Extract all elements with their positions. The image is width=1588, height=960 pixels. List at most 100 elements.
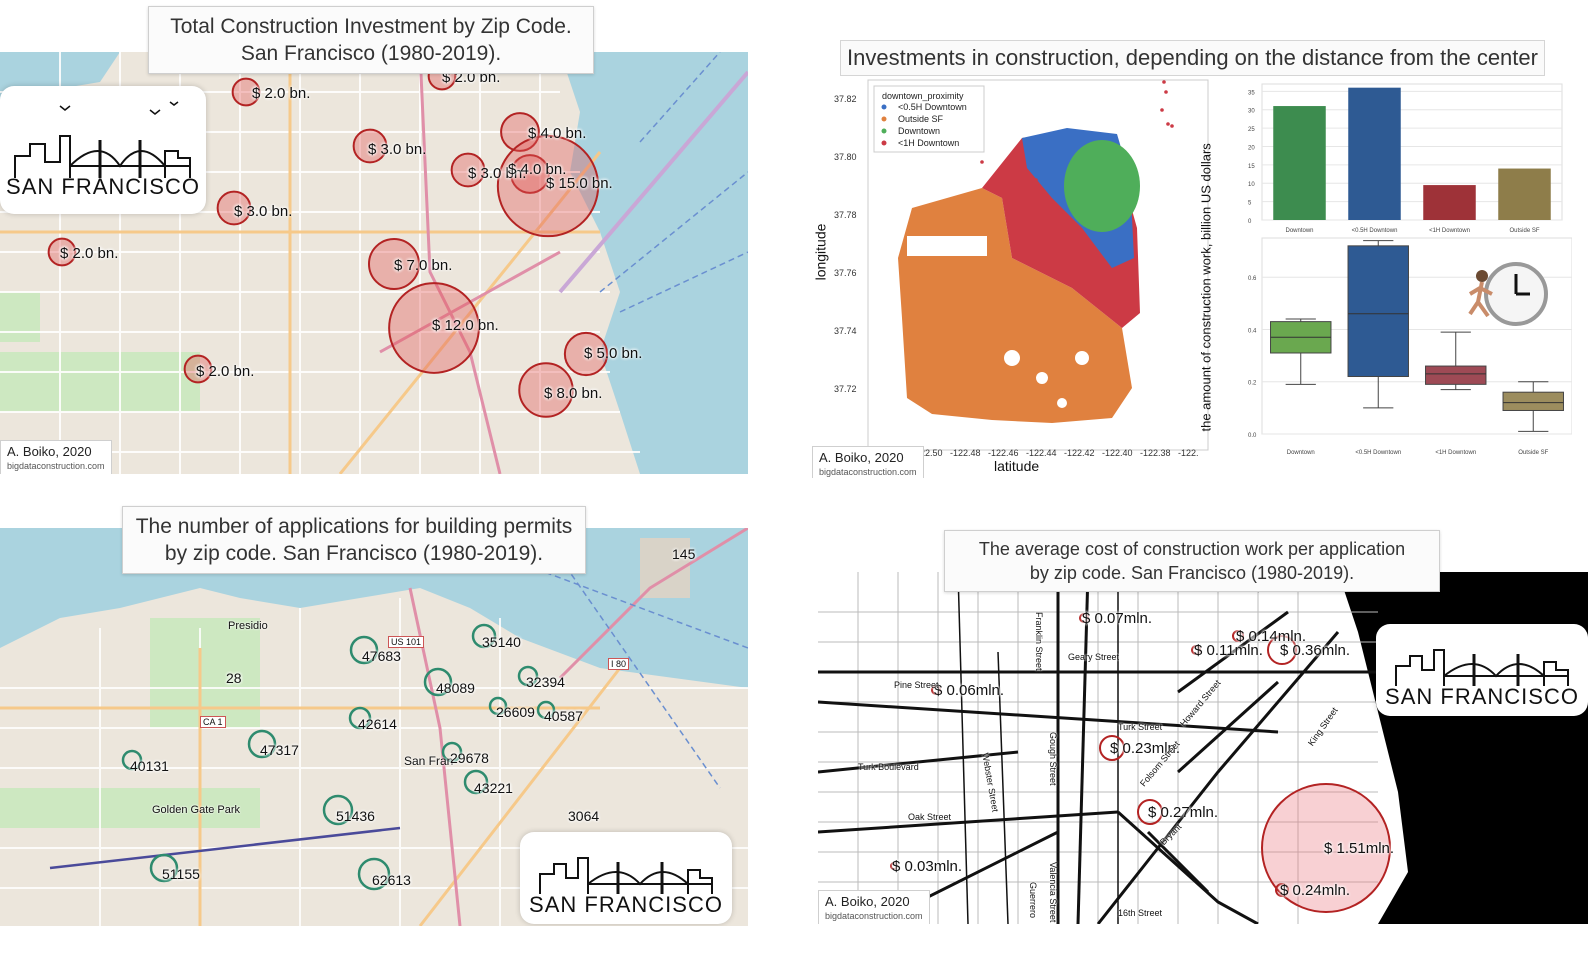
- scatter-x-tick: -122.50: [912, 448, 943, 458]
- cost-label: $ 0.06mln.: [934, 682, 1005, 699]
- author-credit-cost: A. Boiko, 2020 bigdataconstruction.com: [818, 890, 930, 924]
- permit-circles: [121, 623, 556, 891]
- cost-circle: [1099, 735, 1125, 761]
- permit-count-label: 28: [226, 670, 242, 686]
- cost-circle: [931, 685, 941, 695]
- scatter-y-tick: 37.74: [834, 326, 857, 336]
- investment-bubble: [352, 128, 388, 164]
- permits-map-title: The number of applications for building …: [122, 506, 586, 574]
- bar-y-tick: 25: [1248, 127, 1255, 133]
- bar-y-tick: 5: [1248, 201, 1252, 207]
- logo-text: SAN FRANCISCO: [6, 174, 200, 199]
- scatter-y-tick: 37.82: [834, 94, 857, 104]
- distance-charts-title: Investments in construction, depending o…: [840, 40, 1545, 76]
- scatter-legend-label: Downtown: [898, 126, 940, 136]
- investment-bubble: [450, 152, 486, 188]
- street-label: Pine Street: [894, 680, 939, 690]
- scatter-point: [1166, 122, 1170, 126]
- scatter-point: [1160, 108, 1164, 112]
- permit-count-label: 3064: [568, 808, 600, 824]
- permit-count-label: 26609: [496, 704, 535, 720]
- bar-y-tick: 35: [1248, 90, 1255, 96]
- skyline-icon: [14, 101, 191, 178]
- street-label: Franklin Street: [1034, 612, 1044, 671]
- scatter-x-tick: -122.40: [1102, 448, 1133, 458]
- street-label: Valencia Street: [1048, 862, 1058, 923]
- box-y-tick: 0.6: [1248, 276, 1257, 282]
- cost-label: $ 0.27mln.: [1148, 804, 1219, 821]
- author-name: A. Boiko, 2020: [819, 450, 904, 465]
- scatter-x-tick: -122.42: [1064, 448, 1095, 458]
- investment-bubble-label: $ 15.0 bn.: [546, 175, 613, 192]
- title-line-2: by zip code. San Francisco (1980-2019).: [164, 542, 544, 565]
- investment-bubble: [231, 77, 261, 107]
- place-san-fran: San Fran: [404, 754, 454, 768]
- scatter-y-tick: 37.76: [834, 268, 857, 278]
- cost-circle: [1267, 635, 1297, 665]
- skyline-icon: [1395, 649, 1569, 686]
- investment-bubble-label: $ 8.0 bn.: [544, 385, 603, 402]
- cost-circle: [1191, 645, 1201, 655]
- cost-label: $ 0.07mln.: [1082, 610, 1153, 627]
- author-name: A. Boiko, 2020: [825, 894, 910, 909]
- street-label: Oak Street: [908, 812, 952, 822]
- investment-bubble-label: $ 4.0 bn.: [508, 161, 567, 178]
- box: [1502, 391, 1564, 411]
- investment-bubbles: [47, 61, 609, 418]
- bar: [1348, 87, 1401, 220]
- permit-count-label: 48089: [436, 680, 475, 696]
- box-y-tick: 0.0: [1248, 433, 1257, 439]
- place-golden-gate-park: Golden Gate Park: [152, 804, 241, 816]
- author-name: A. Boiko, 2020: [7, 444, 92, 459]
- scatter-x-label: latitude: [994, 458, 1040, 474]
- author-site: bigdataconstruction.com: [819, 467, 917, 477]
- permit-count-label: 40587: [544, 708, 583, 724]
- box-category-label: Outside SF: [1518, 450, 1548, 456]
- investment-bubble: [496, 134, 600, 238]
- investment-bubble-label: $ 7.0 bn.: [394, 257, 453, 274]
- scatter-x-tick: -122.48: [950, 448, 981, 458]
- title-line-1: The average cost of construction work pe…: [978, 539, 1406, 559]
- cost-label: $ 0.14mln.: [1236, 628, 1307, 645]
- permit-circle: [471, 623, 497, 649]
- cost-circle: [1137, 799, 1163, 825]
- permit-circle: [349, 635, 379, 665]
- proximity-scatter-plot: downtown_proximity<0.5H Downtown Outside …: [812, 58, 1212, 478]
- permit-circle: [463, 769, 489, 795]
- investment-bubble: [563, 331, 609, 377]
- investment-map-panel[interactable]: SAN FRANCISCO A. Boiko, 2020 bigdatacons…: [0, 52, 748, 474]
- permit-count-label: 40131: [130, 758, 169, 774]
- scatter-legend-marker: [881, 116, 887, 122]
- bar: [1498, 168, 1551, 220]
- permit-circle: [441, 741, 463, 763]
- scatter-legend-label: <1H Downtown: [898, 138, 959, 148]
- permit-count-label: 62613: [372, 872, 411, 888]
- scatter-y-tick: 37.80: [834, 152, 857, 162]
- logo-text: SAN FRANCISCO: [1385, 684, 1579, 709]
- cost-map-panel[interactable]: SAN FRANCISCO A. Boiko, 2020 bigdatacons…: [818, 572, 1588, 924]
- investment-bubble: [518, 362, 574, 418]
- bar-y-tick: 0: [1248, 219, 1252, 225]
- permit-count-label: 32394: [526, 674, 565, 690]
- permit-count-label: 43221: [474, 780, 513, 796]
- investment-bubble-label: $ 5.0 bn.: [584, 345, 643, 362]
- title-line-2: by zip code. San Francisco (1980-2019).: [1029, 563, 1355, 583]
- cost-circle: [1261, 783, 1391, 913]
- scatter-point: [980, 160, 984, 164]
- cost-circle: [1232, 630, 1244, 642]
- cost-label: $ 0.03mln.: [892, 858, 963, 875]
- investment-bubble: [500, 112, 540, 152]
- investment-bubble-label: $ 3.0 bn.: [468, 165, 527, 182]
- investment-bubble: [47, 237, 77, 267]
- permits-map-panel[interactable]: Presidio Golden Gate Park San Fran US 10…: [0, 528, 748, 926]
- permit-circle: [348, 706, 372, 730]
- street-label: Gough Street: [1048, 732, 1058, 786]
- scatter-point: [1170, 124, 1174, 128]
- bar-category-label: Downtown: [1285, 228, 1313, 234]
- investment-bubble-label: $ 2.0 bn.: [252, 85, 311, 102]
- permit-count-label: 51155: [162, 866, 200, 882]
- place-presidio: Presidio: [228, 620, 268, 632]
- investment-bubble-label: $ 3.0 bn.: [234, 203, 293, 220]
- cost-circle: [1275, 883, 1289, 897]
- cost-label: $ 0.11mln.: [1194, 642, 1263, 659]
